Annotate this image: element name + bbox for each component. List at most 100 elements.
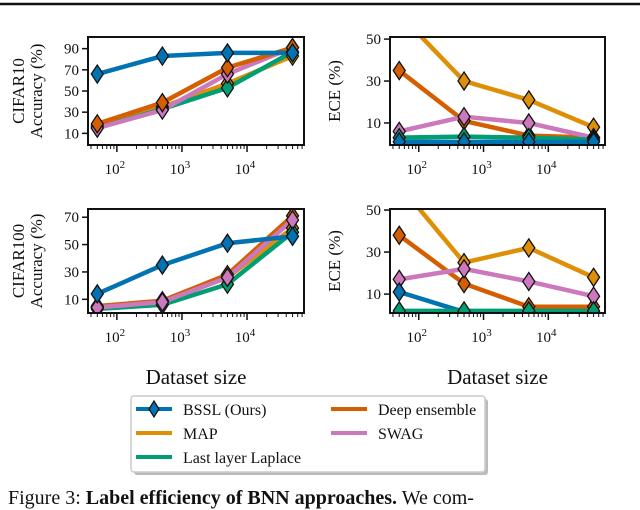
legend: BSSL (Ours) MAP Last layer Laplace Deep ens…	[130, 395, 488, 475]
data-point-marker	[457, 70, 471, 92]
data-point-marker	[522, 89, 536, 111]
series-line-bssl-ours-	[96, 50, 293, 77]
data-point-marker	[457, 258, 471, 280]
subplot-3: 10 30 50 70 102 103 104 CIFAR100 Accuracy (%) Dat…	[9, 208, 305, 389]
y-axis-label: Accuracy (%)	[27, 214, 46, 309]
series-line-swag	[398, 114, 595, 140]
series-line-last-layer-laplace	[399, 134, 594, 143]
data-point-marker	[220, 77, 235, 98]
y-axis-label: ECE (%)	[325, 230, 344, 292]
y-tick-label: 30	[64, 265, 79, 281]
data-point-marker	[155, 291, 170, 313]
data-point-marker	[90, 63, 105, 85]
data-point-marker	[522, 131, 536, 145]
x-tick-label: 104	[235, 159, 256, 178]
data-point-marker	[220, 233, 235, 254]
series-line-deep-ensemble	[397, 68, 594, 140]
data-point-marker	[90, 297, 105, 313]
data-point-marker	[393, 176, 405, 194]
axes-frame	[389, 208, 606, 314]
data-point-marker	[457, 131, 471, 145]
y-tick-label: 50	[366, 32, 381, 48]
x-tick-label: 102	[105, 327, 126, 346]
y-tick-label: 70	[64, 63, 79, 79]
series-line-map	[416, 209, 595, 280]
data-point-marker	[522, 271, 536, 292]
axes-frame	[87, 208, 305, 314]
data-point-marker	[220, 42, 235, 64]
series-line-map	[418, 37, 595, 130]
x-tick-label: 104	[536, 327, 557, 346]
data-point-marker	[220, 57, 235, 78]
y-tick-label: 30	[366, 245, 381, 261]
data-point-marker	[457, 106, 471, 127]
subplot-2: 10 30 50 102 103 104 ECE (%)	[325, 5, 606, 178]
data-point-marker	[285, 226, 300, 247]
caption-rest: We com-	[397, 487, 474, 509]
y-tick-label: 90	[64, 42, 79, 58]
x-axis-label: Dataset size	[146, 365, 247, 389]
series-group	[90, 209, 300, 313]
caption-prefix: Figure 3:	[8, 487, 86, 509]
x-tick-label: 103	[471, 327, 492, 346]
y-tick-label: 10	[366, 287, 381, 303]
data-point-marker	[155, 254, 170, 276]
series-line-bssl-ours-	[96, 234, 293, 296]
legend-marker	[148, 399, 160, 419]
series-line-swag	[398, 266, 595, 299]
figure-caption: Figure 3: Label efficiency of BNN approa…	[8, 487, 474, 510]
y-axis-label: Accuracy (%)	[27, 44, 46, 139]
legend-label-map: MAP	[183, 426, 218, 443]
x-tick-label: 102	[406, 159, 427, 178]
x-axis-label: Dataset size	[447, 365, 548, 389]
data-point-marker	[392, 225, 407, 246]
data-point-marker	[90, 283, 105, 305]
x-tick-label: 102	[105, 159, 126, 178]
y-tick-label: 50	[64, 238, 79, 254]
series-line-swag	[96, 45, 294, 131]
axes-frame	[389, 36, 606, 146]
data-point-marker	[285, 42, 300, 64]
data-point-marker	[155, 45, 170, 67]
data-point-marker	[586, 267, 601, 288]
data-point-marker	[392, 300, 407, 313]
y-tick-label: 50	[366, 203, 381, 219]
x-tick-label: 103	[170, 327, 191, 346]
y-tick-label: 10	[64, 292, 79, 308]
x-tick-label: 104	[536, 159, 557, 178]
x-tick-label: 104	[235, 327, 256, 346]
subplot-1: 10 30 50 70 90 102 103 104 CIFAR10 Accuracy (%)	[9, 36, 305, 178]
y-axis-label: ECE (%)	[325, 60, 344, 122]
legend-box	[130, 395, 486, 473]
data-point-marker	[90, 113, 105, 134]
x-tick-label: 103	[471, 159, 492, 178]
y-tick-label: 70	[64, 210, 79, 226]
y-tick-label: 50	[64, 84, 79, 100]
data-point-marker	[522, 237, 536, 259]
legend-label-deep-ensemble: Deep ensemble	[378, 402, 476, 419]
data-point-marker	[392, 60, 407, 81]
x-tick-label: 103	[170, 159, 191, 178]
data-point-marker	[155, 92, 170, 113]
y-tick-label: 10	[366, 116, 381, 132]
data-point-marker	[457, 273, 471, 294]
data-point-marker	[393, 5, 405, 23]
y-tick-label: 30	[64, 105, 79, 121]
legend-label-bssl-ours-: BSSL (Ours)	[183, 402, 266, 419]
series-line-swag	[97, 218, 295, 310]
legend-label-last-layer-laplace: Last layer Laplace	[183, 450, 301, 467]
subplot-4: 10 30 50 102 103 104 ECE (%) Dataset size	[325, 176, 606, 389]
data-point-marker	[586, 131, 601, 145]
row-label: CIFAR100	[9, 224, 28, 298]
series-group	[90, 37, 300, 139]
row-label: CIFAR10	[9, 58, 28, 124]
legend-label-swag: SWAG	[378, 426, 424, 443]
caption-bold: Label efficiency of BNN approaches.	[85, 487, 398, 509]
series-group	[392, 5, 601, 145]
series-group	[392, 176, 601, 313]
data-point-marker	[586, 300, 601, 313]
data-point-marker	[392, 281, 407, 303]
data-point-marker	[220, 267, 235, 288]
x-tick-label: 102	[406, 327, 427, 346]
